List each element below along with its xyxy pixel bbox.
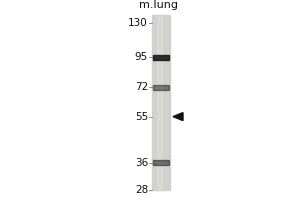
Bar [153, 55, 169, 60]
Text: 28: 28 [135, 185, 148, 195]
Text: 36: 36 [135, 158, 148, 168]
Text: 55: 55 [135, 112, 148, 122]
Bar [153, 85, 169, 90]
Text: 95: 95 [135, 52, 148, 62]
Text: 130: 130 [128, 18, 148, 28]
Bar [153, 160, 169, 165]
Bar [157, 15, 162, 190]
Text: m.lung: m.lung [140, 0, 178, 10]
Text: 72: 72 [135, 82, 148, 92]
Bar [152, 15, 170, 190]
Polygon shape [173, 113, 183, 121]
